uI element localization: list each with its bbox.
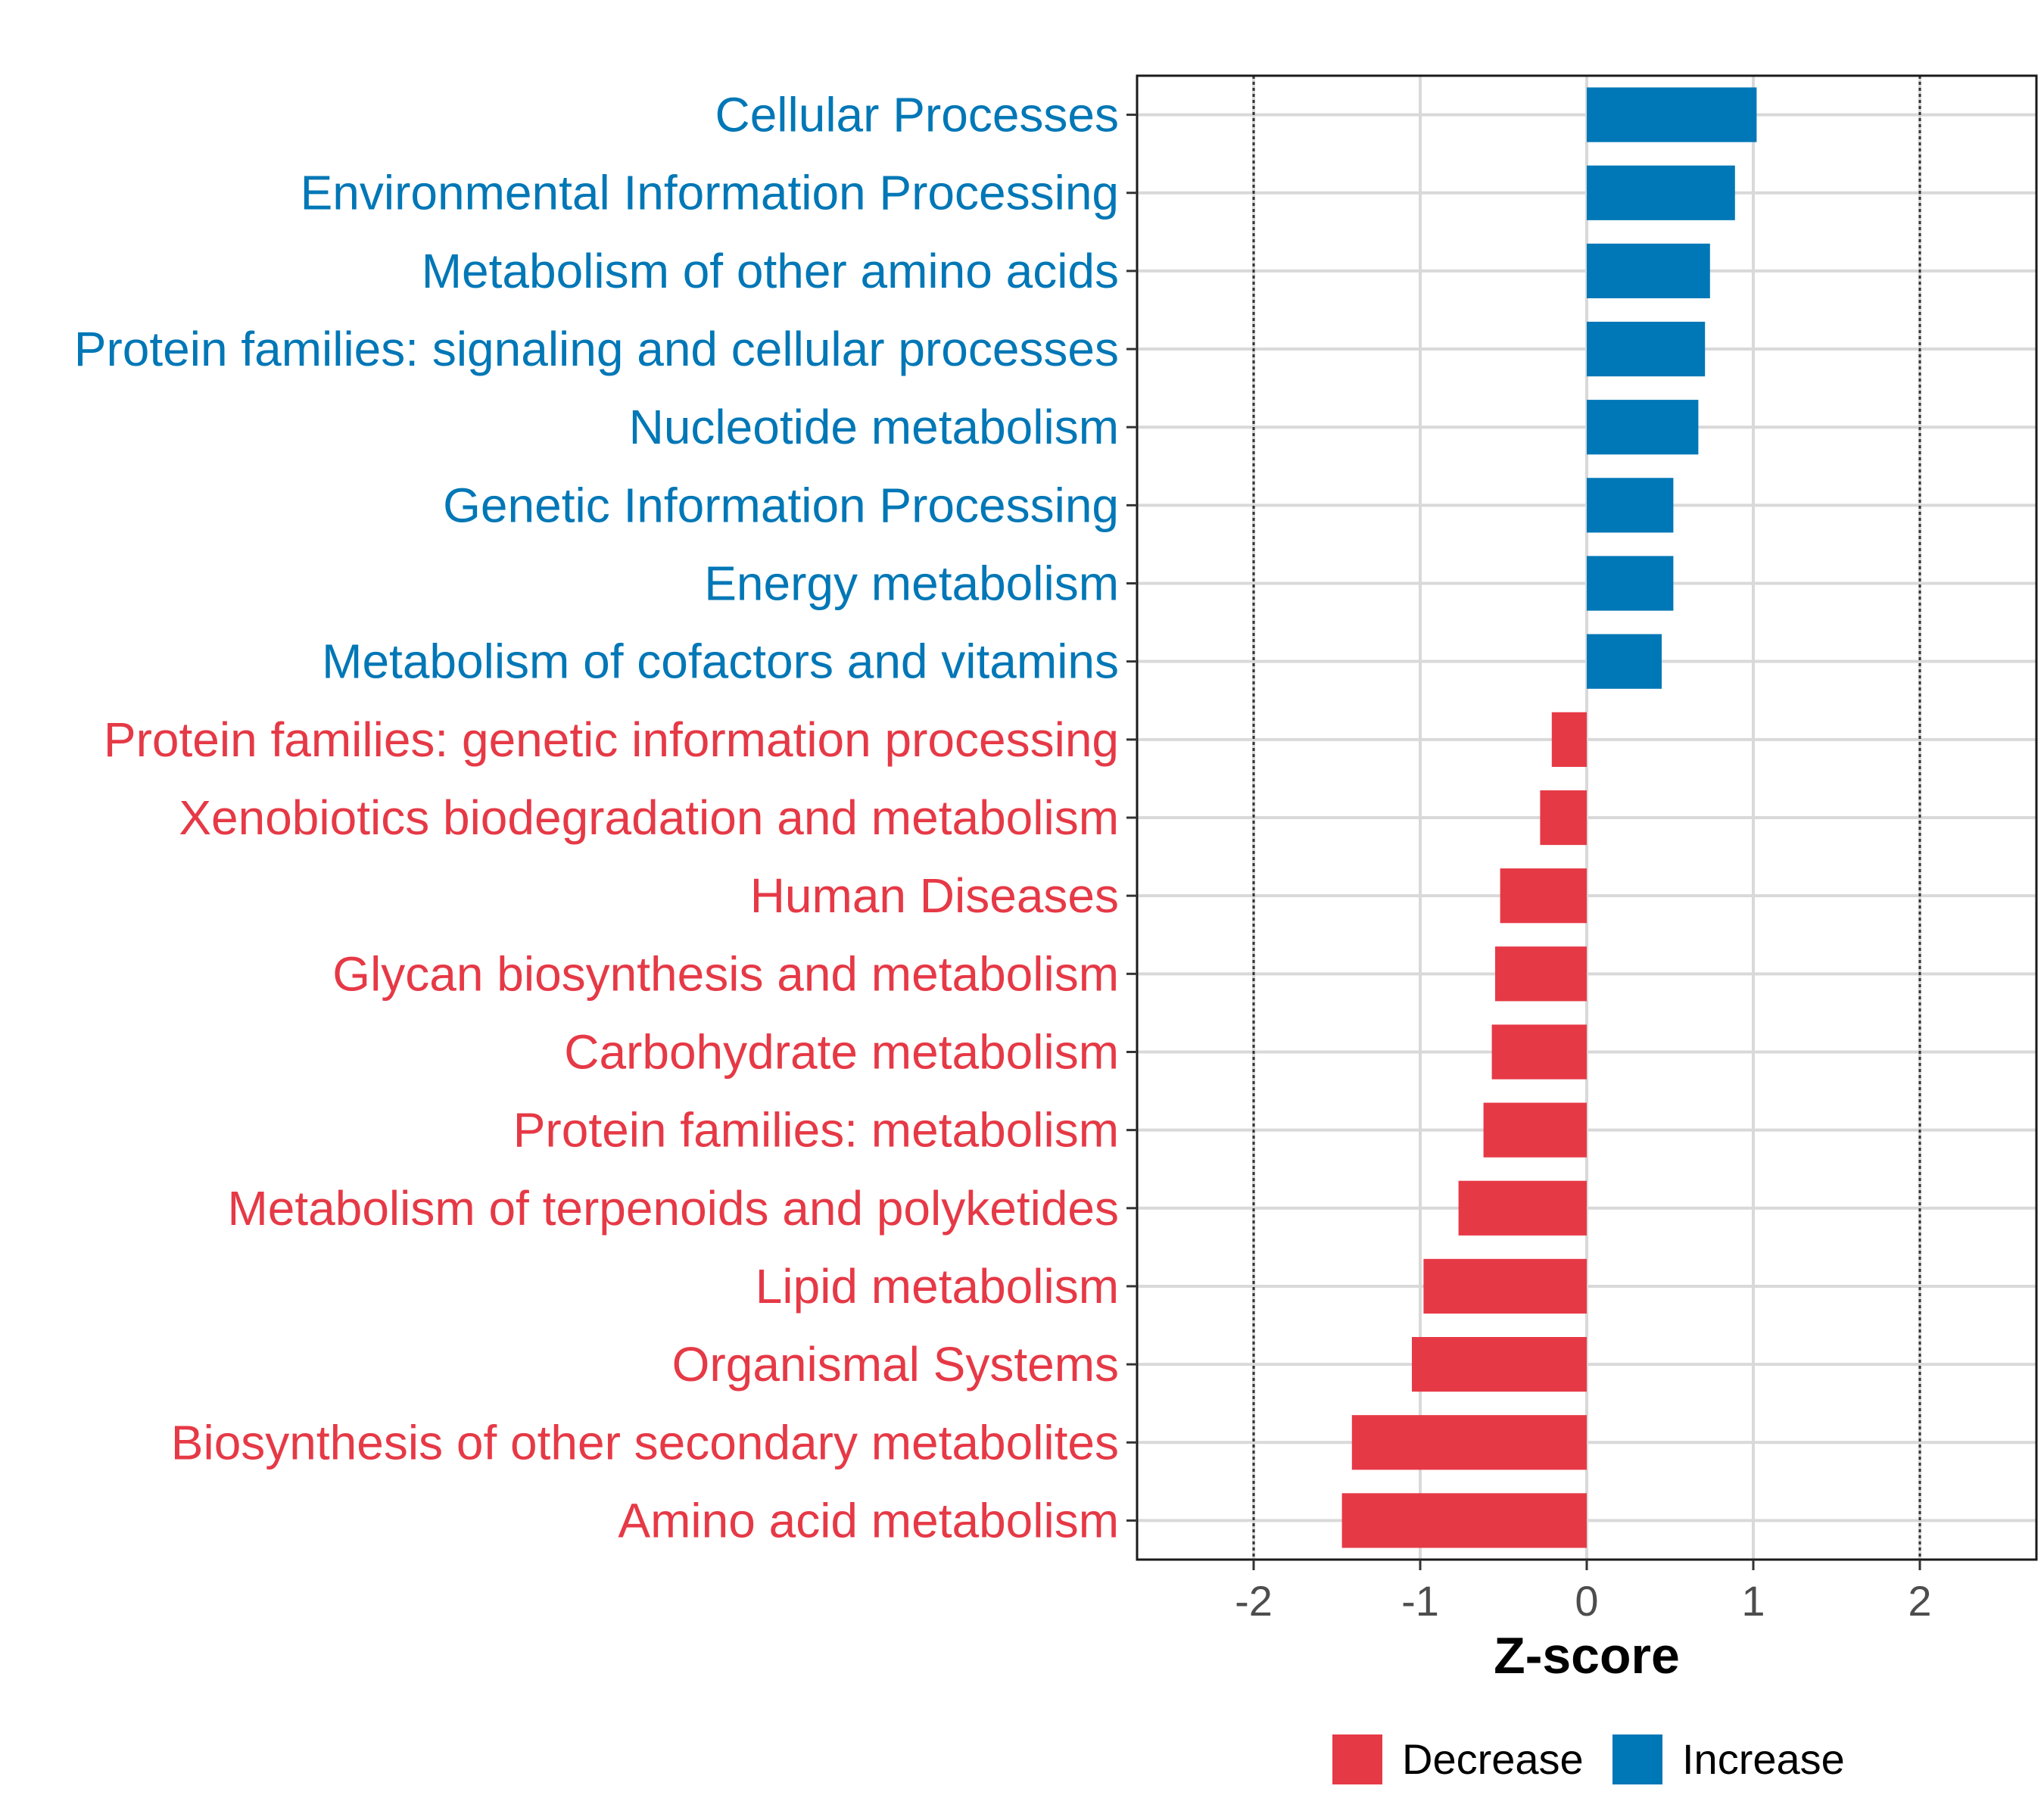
category-label: Organismal Systems bbox=[672, 1337, 1119, 1392]
bar bbox=[1351, 1415, 1587, 1470]
legend-swatch-decrease bbox=[1332, 1734, 1382, 1784]
category-label: Genetic Information Processing bbox=[443, 478, 1119, 532]
x-tick-label: 0 bbox=[1575, 1577, 1598, 1625]
category-label: Human Diseases bbox=[750, 868, 1119, 923]
category-label: Energy metabolism bbox=[704, 556, 1119, 611]
bar bbox=[1587, 634, 1662, 689]
category-label: Xenobiotics biodegradation and metabolis… bbox=[179, 790, 1119, 845]
category-label: Protein families: signaling and cellular… bbox=[74, 322, 1119, 376]
category-label: Carbohydrate metabolism bbox=[564, 1024, 1119, 1079]
category-label: Lipid metabolism bbox=[756, 1259, 1119, 1314]
bar bbox=[1587, 478, 1674, 533]
bar bbox=[1341, 1493, 1587, 1548]
bar bbox=[1587, 400, 1699, 455]
bar bbox=[1491, 1024, 1587, 1080]
bar bbox=[1587, 165, 1735, 220]
bar bbox=[1587, 321, 1706, 377]
x-tick-label: -1 bbox=[1401, 1577, 1439, 1625]
category-label: Metabolism of terpenoids and polyketides bbox=[227, 1181, 1119, 1236]
legend-label-increase: Increase bbox=[1682, 1735, 1845, 1783]
category-label: Cellular Processes bbox=[715, 88, 1119, 142]
bar bbox=[1587, 243, 1710, 298]
category-label: Protein families: metabolism bbox=[513, 1103, 1119, 1158]
x-tick-label: 2 bbox=[1908, 1577, 1931, 1625]
bar bbox=[1500, 868, 1587, 924]
legend-label-decrease: Decrease bbox=[1402, 1735, 1584, 1783]
category-label: Nucleotide metabolism bbox=[629, 400, 1119, 454]
x-tick-label: 1 bbox=[1741, 1577, 1765, 1625]
x-tick-label: -2 bbox=[1235, 1577, 1273, 1625]
bar bbox=[1587, 556, 1674, 611]
legend-swatch-increase bbox=[1612, 1734, 1662, 1784]
bar bbox=[1540, 790, 1587, 846]
category-label: Metabolism of other amino acids bbox=[422, 244, 1119, 298]
bar bbox=[1483, 1102, 1587, 1158]
bar bbox=[1495, 946, 1587, 1002]
x-axis-title: Z-score bbox=[1494, 1627, 1680, 1685]
bar bbox=[1458, 1180, 1587, 1236]
bar bbox=[1412, 1337, 1587, 1392]
category-label: Glycan biosynthesis and metabolism bbox=[332, 946, 1119, 1001]
category-label: Amino acid metabolism bbox=[618, 1493, 1119, 1547]
bar bbox=[1423, 1258, 1587, 1314]
category-label: Environmental Information Processing bbox=[301, 166, 1119, 220]
category-label: Metabolism of cofactors and vitamins bbox=[322, 634, 1119, 689]
category-label: Protein families: genetic information pr… bbox=[104, 712, 1119, 767]
category-label: Biosynthesis of other secondary metaboli… bbox=[171, 1415, 1119, 1469]
bar bbox=[1587, 87, 1757, 142]
bar bbox=[1551, 712, 1587, 767]
